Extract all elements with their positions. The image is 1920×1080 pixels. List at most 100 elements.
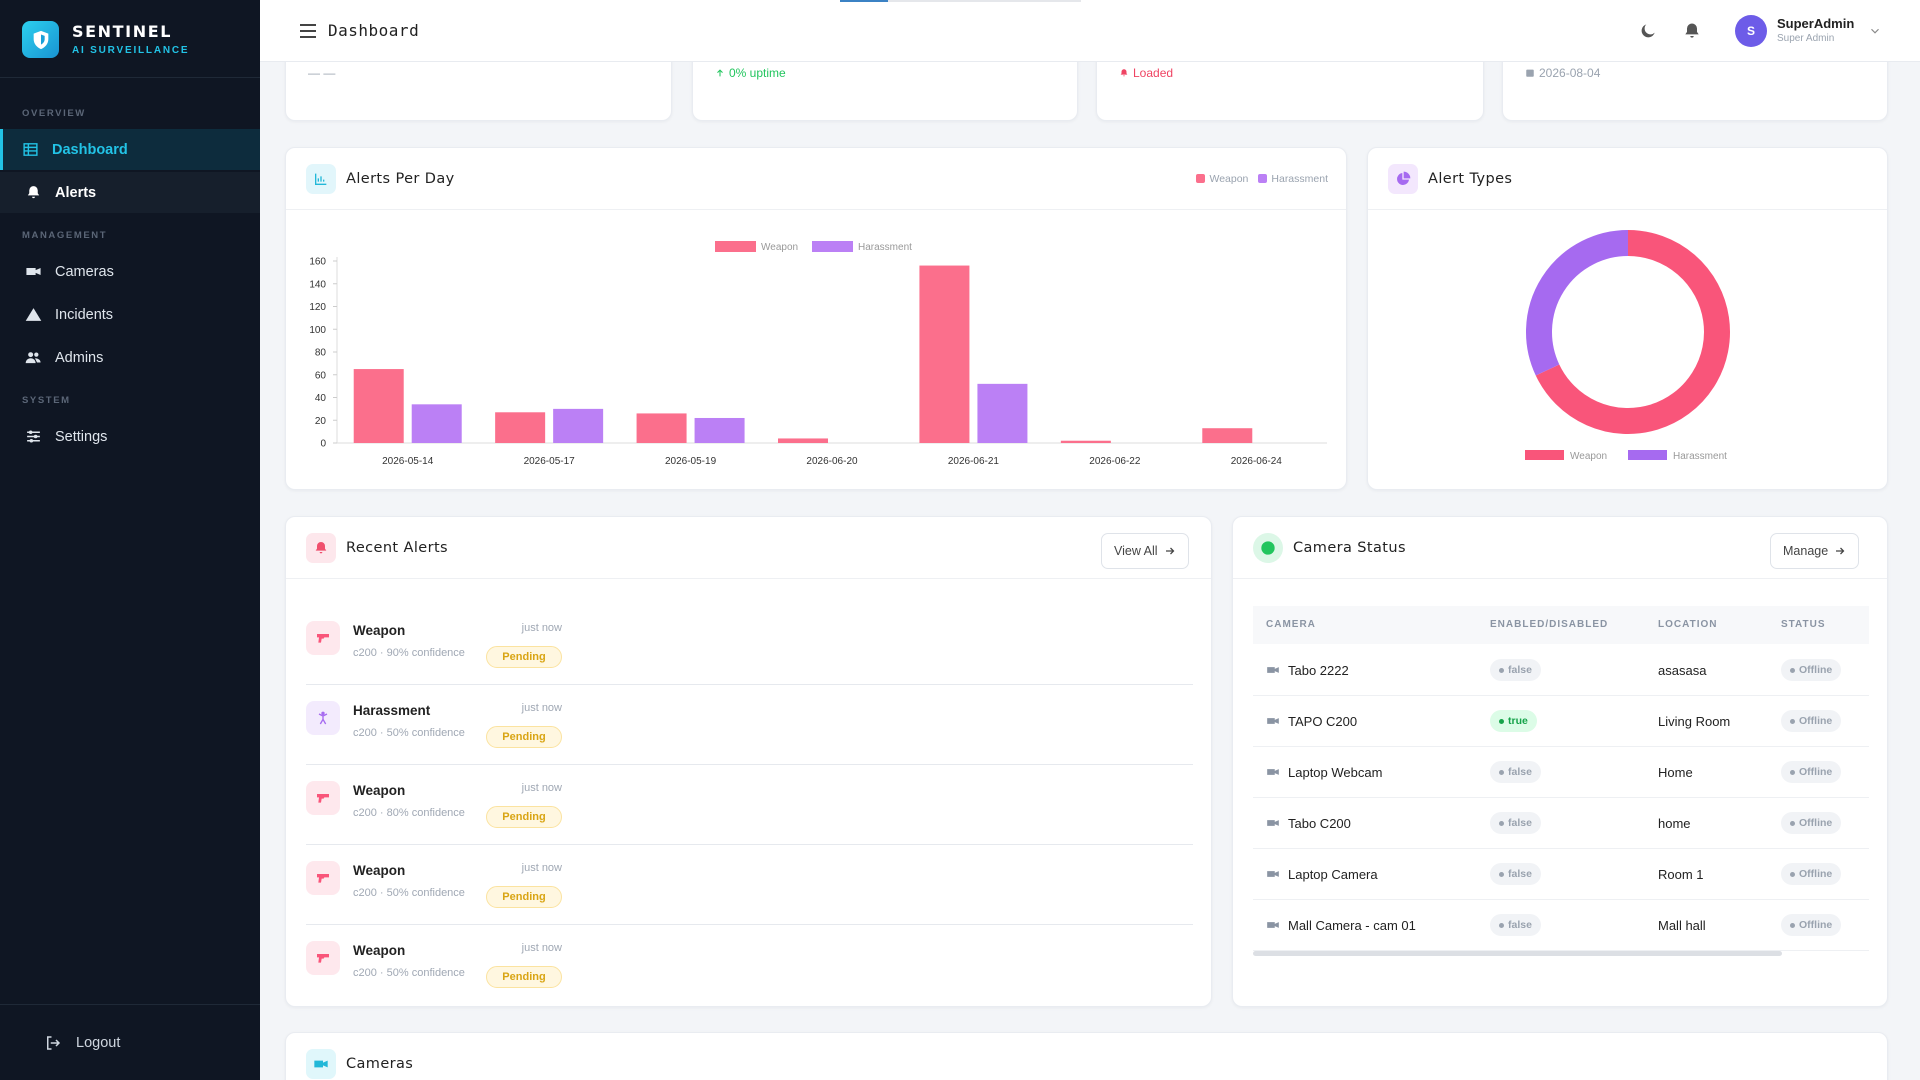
rect-shape	[1526, 69, 1534, 77]
main: Dashboard S SuperAdmin Super Admin TOTAL…	[260, 0, 1920, 1080]
enabled-badge: true	[1490, 710, 1537, 732]
table-row: Laptop Webcam false Home Offline	[1253, 747, 1869, 798]
alert-icon	[306, 621, 340, 655]
theme-toggle[interactable]	[1638, 21, 1658, 41]
path-shape	[717, 69, 723, 77]
page-title: Dashboard	[328, 21, 420, 40]
legend-item: Weapon	[1196, 173, 1248, 185]
video-icon	[314, 1060, 328, 1068]
alert-time: just now	[521, 862, 562, 874]
circle-shape	[34, 352, 39, 357]
nav-item[interactable]: Alerts	[0, 172, 260, 213]
alert-status: Pending	[486, 726, 562, 748]
card-icon	[306, 164, 336, 194]
logo	[22, 21, 59, 58]
nav-item-label: Alerts	[55, 184, 97, 201]
nav-item-label: Incidents	[55, 306, 114, 323]
icon	[27, 430, 40, 443]
alert-camera: c200	[353, 967, 377, 979]
enabled-badge: false	[1490, 761, 1541, 783]
legend-swatch	[1258, 174, 1268, 183]
table-row: Tabo C200 false home Offline	[1253, 798, 1869, 849]
menu-icon	[300, 24, 316, 38]
icon	[1526, 69, 1534, 77]
card-header: Recent Alerts View All	[286, 517, 1211, 579]
shield-inner	[40, 34, 45, 45]
icon	[1267, 718, 1279, 724]
path-shape	[1267, 922, 1279, 928]
icon	[1267, 769, 1279, 775]
camera-name: Laptop Webcam	[1288, 765, 1383, 780]
camera-name: TAPO C200	[1288, 714, 1358, 729]
path-shape	[317, 794, 329, 803]
legend-item: Harassment	[1258, 173, 1328, 185]
bar	[353, 369, 404, 443]
x-tick-label: 2026-06-22	[1089, 456, 1141, 467]
nav: OVERVIEW Dashboard Alerts MANAGEMENT Cameras…	[0, 78, 260, 457]
arrow	[1836, 547, 1845, 555]
view-all-button[interactable]: View All	[1101, 533, 1189, 569]
card-title: Recent Alerts	[346, 540, 448, 556]
x-tick-label: 2026-05-19	[665, 456, 717, 467]
logout-button[interactable]: Logout	[0, 1004, 260, 1080]
alert-camera: c200	[353, 727, 377, 739]
table-row: Mall Camera - cam 01 false Mall hall Offlin…	[1253, 900, 1869, 951]
alert-status: Pending	[486, 886, 562, 908]
icon	[26, 267, 41, 276]
arrow-icon	[1836, 547, 1845, 555]
manage-button[interactable]: Manage	[1770, 533, 1860, 569]
card-title: Cameras	[346, 1056, 414, 1072]
icon	[717, 69, 723, 77]
card-icon	[1388, 164, 1418, 194]
table-heading: LOCATION	[1658, 619, 1718, 630]
path-shape	[1120, 69, 1128, 77]
recent-alerts-card: Recent Alerts View All Weapon c200 · 90% …	[285, 516, 1212, 1007]
nav-section-label: SYSTEM	[22, 395, 71, 406]
icon	[317, 874, 329, 883]
path-shape	[318, 713, 328, 725]
y-tick-label: 160	[309, 257, 326, 268]
alert-title: Weapon	[353, 783, 406, 798]
nav-item[interactable]: Incidents	[0, 294, 260, 335]
menu-button[interactable]	[296, 19, 320, 43]
card-title: Alerts Per Day	[346, 171, 455, 187]
divider	[306, 844, 1193, 845]
button-label: View All	[1114, 544, 1158, 558]
bar	[977, 383, 1028, 443]
user-name: SuperAdmin	[1777, 16, 1855, 31]
nav-item[interactable]: Settings	[0, 416, 260, 457]
legend-label: Harassment	[1673, 451, 1727, 462]
circle-shape	[28, 352, 34, 358]
legend-swatch	[1628, 450, 1667, 460]
alert-confidence: 50% confidence	[386, 887, 465, 899]
alert-confidence: 80% confidence	[386, 807, 465, 819]
card-header: Alerts Per Day Weapon Harassment	[286, 148, 1346, 210]
nav-item[interactable]: Dashboard	[0, 129, 260, 170]
path-shape	[1267, 871, 1279, 877]
separator: ·	[376, 967, 387, 979]
alert-title: Weapon	[353, 943, 406, 958]
nav-item[interactable]: Cameras	[0, 251, 260, 292]
path-shape	[317, 954, 329, 963]
nav-item[interactable]: Admins	[0, 337, 260, 378]
avatar[interactable]: S	[1735, 15, 1767, 47]
camera-name: Laptop Camera	[1288, 867, 1378, 882]
nav-item-label: Dashboard	[52, 141, 128, 158]
y-tick-label: 100	[309, 325, 326, 336]
alert-row: Weapon c200 · 50% confidence just now Pendi…	[286, 925, 1213, 1005]
logo-icon	[33, 30, 48, 49]
path-shape	[1267, 667, 1279, 673]
scrollbar[interactable]	[1253, 951, 1782, 956]
stat-note-text: 0% uptime	[729, 66, 786, 80]
user-menu[interactable]	[1868, 24, 1882, 38]
card-icon	[306, 533, 336, 563]
alert-confidence: 50% confidence	[386, 727, 465, 739]
stat-note-text: 2026-08-04	[1539, 66, 1601, 80]
alert-confidence: 50% confidence	[386, 967, 465, 979]
nav-section: OVERVIEW Dashboard Alerts	[0, 78, 260, 213]
notifications[interactable]	[1682, 21, 1702, 41]
alert-icon	[306, 701, 340, 735]
alert-confidence: 90% confidence	[386, 647, 465, 659]
circle-shape	[28, 430, 33, 435]
header-legend: Weapon Harassment	[1196, 148, 1328, 210]
